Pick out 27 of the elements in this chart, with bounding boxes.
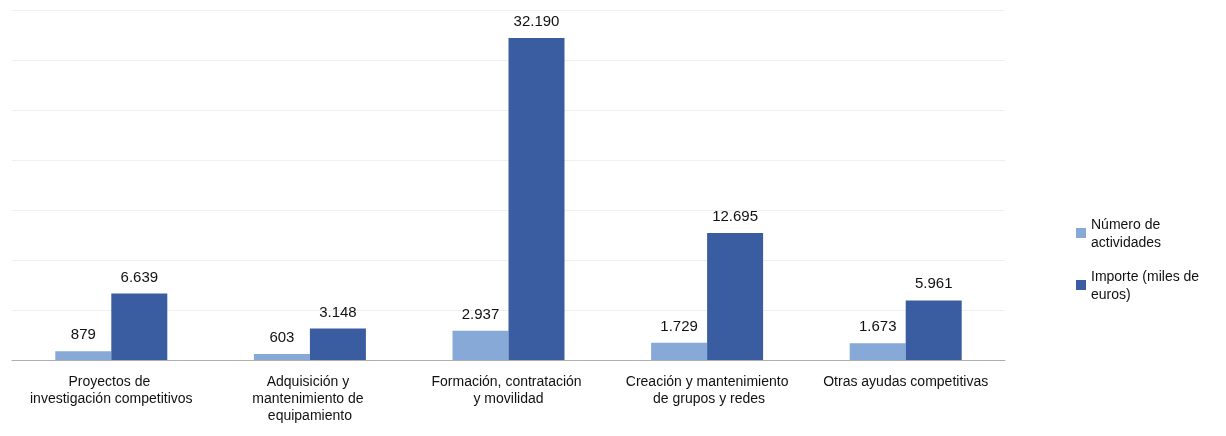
bar: [707, 233, 764, 360]
legend-label: Importe (miles de euros): [1091, 268, 1204, 302]
x-tick-label: Creación y mantenimiento de grupos y redes: [625, 372, 789, 406]
data-label: 3.148: [319, 302, 357, 320]
data-label: 32.190: [513, 12, 560, 30]
x-tick-label: Formación, contratación y movilidad: [431, 372, 586, 406]
x-tick-label: Otras ayudas competitivas: [823, 372, 989, 389]
data-label: 603: [269, 327, 295, 345]
bar: [253, 353, 310, 360]
bar: [452, 330, 509, 360]
bar: [111, 293, 168, 360]
data-label: 12.695: [712, 207, 759, 225]
bar: [849, 343, 906, 360]
bar: [905, 300, 962, 360]
x-tick-label: Proyectos de investigación competitivos: [29, 372, 193, 406]
data-label: 1.673: [858, 317, 897, 335]
bar: [55, 351, 112, 360]
bar: [651, 342, 708, 360]
data-label: 5.961: [914, 274, 953, 292]
data-label: 879: [70, 325, 96, 343]
bar: [508, 38, 565, 360]
x-tick-label: Adquisición y mantenimiento de equipamiento: [252, 372, 368, 423]
data-label: 2.937: [461, 304, 500, 322]
data-label: 6.639: [120, 267, 159, 285]
data-label: 1.729: [660, 316, 698, 334]
legend-label: Número de actividades: [1091, 216, 1165, 250]
bar: [309, 328, 366, 360]
